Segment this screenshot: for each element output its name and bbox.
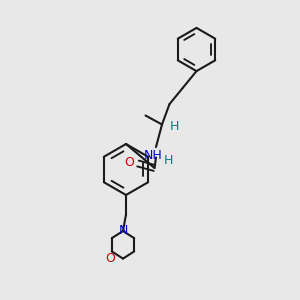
Text: O: O <box>124 155 134 169</box>
Text: N: N <box>119 224 128 238</box>
Text: H: H <box>164 154 173 167</box>
Text: O: O <box>106 252 116 265</box>
Text: NH: NH <box>144 149 162 162</box>
Text: H: H <box>169 119 179 133</box>
